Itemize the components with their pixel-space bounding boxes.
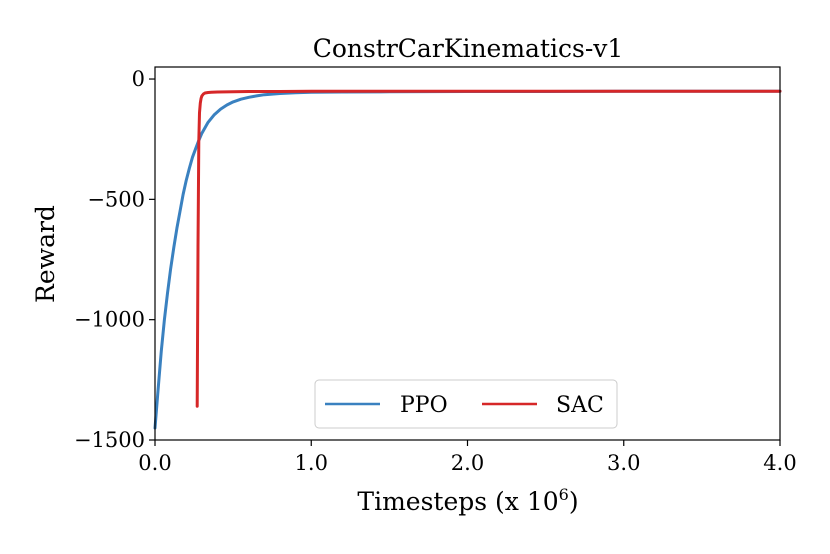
x-tick-label: 2.0 <box>451 451 484 475</box>
x-tick-label: 1.0 <box>295 451 328 475</box>
y-tick-label: −1000 <box>74 308 145 332</box>
x-tick-label: 3.0 <box>607 451 640 475</box>
y-tick-label: −1500 <box>74 428 145 452</box>
legend-label-ppo: PPO <box>400 393 448 418</box>
x-tick-label: 4.0 <box>763 451 796 475</box>
series-layer <box>153 89 782 430</box>
y-tick-label: −500 <box>87 187 145 211</box>
legend: PPO SAC <box>314 379 618 429</box>
series-line-sac <box>195 89 782 408</box>
x-tick-label: 0.0 <box>138 451 171 475</box>
series-line-ppo <box>153 89 782 430</box>
legend-frame <box>314 379 618 429</box>
y-axis-label: Reward <box>31 205 60 303</box>
x-axis-label: Timesteps (x 106) <box>357 485 578 516</box>
legend-label-sac: SAC <box>556 393 604 418</box>
y-tick-label: 0 <box>132 67 145 91</box>
axes: 0.0 1.0 2.0 3.0 4.0 0 −500 −1000 −1500 <box>74 66 797 475</box>
chart-title: ConstrCarKinematics-v1 <box>313 34 624 63</box>
